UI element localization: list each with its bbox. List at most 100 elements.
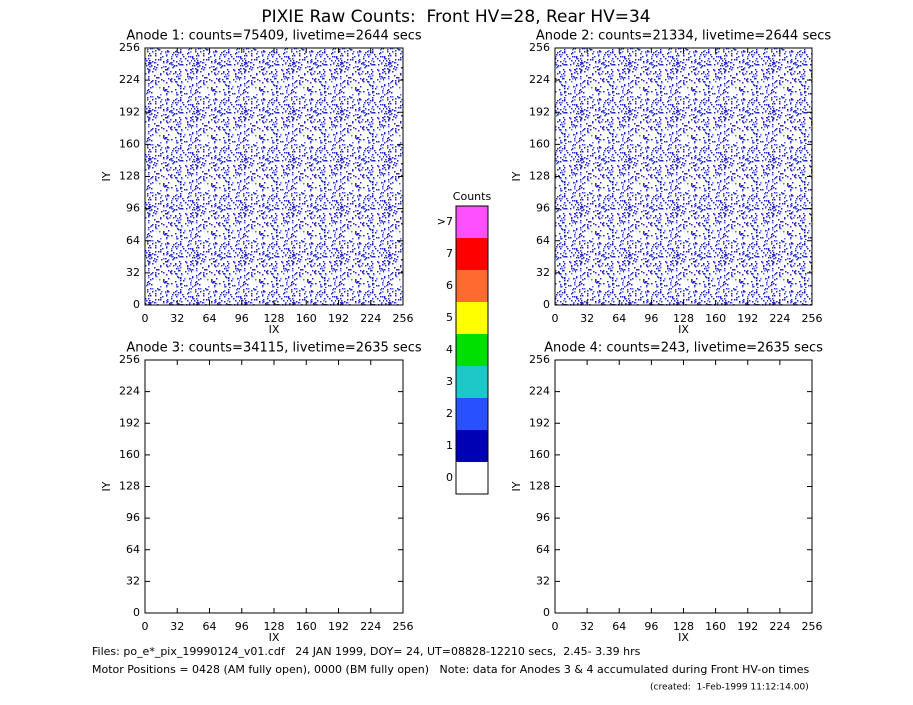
footer-note: (created: 1-Feb-1999 11:12:14.00) [650, 683, 809, 693]
x-tick-label: 32 [580, 620, 594, 633]
y-tick-label: 192 [529, 416, 550, 429]
x-tick-label: 224 [769, 620, 790, 633]
y-tick-label: 160 [529, 448, 550, 461]
y-tick-label: 224 [529, 385, 550, 398]
colorbar-label: 0 [446, 471, 453, 484]
x-tick-label: 128 [264, 312, 285, 325]
y-tick-label: 192 [529, 105, 550, 118]
x-tick-label: 96 [235, 312, 249, 325]
y-tick-label: 192 [119, 105, 140, 118]
x-tick-label: 192 [328, 620, 349, 633]
colorbar-label: 5 [446, 311, 453, 324]
y-tick-label: 224 [119, 385, 140, 398]
x-tick-label: 256 [802, 312, 823, 325]
colorbar-label: >7 [437, 215, 453, 228]
y-tick-label: 128 [529, 480, 550, 493]
x-tick-label: 192 [737, 312, 758, 325]
y-tick-label: 160 [529, 137, 550, 150]
colorbar-frame [455, 205, 489, 495]
x-tick-label: 32 [170, 312, 184, 325]
y-axis-label: IY [510, 171, 523, 181]
x-tick-label: 192 [737, 620, 758, 633]
x-tick-label: 256 [393, 620, 414, 633]
y-tick-label: 32 [536, 574, 550, 587]
x-tick-label: 256 [802, 620, 823, 633]
panel-title: Anode 1: counts=75409, livetime=2644 sec… [126, 29, 422, 44]
count-texture [555, 48, 812, 305]
x-tick-label: 64 [203, 312, 217, 325]
y-tick-label: 0 [133, 606, 140, 619]
x-tick-label: 224 [360, 312, 381, 325]
plot-frame [144, 359, 404, 614]
y-tick-label: 64 [536, 543, 550, 556]
y-tick-label: 96 [126, 511, 140, 524]
y-tick-label: 128 [119, 480, 140, 493]
x-tick-label: 192 [328, 312, 349, 325]
y-tick-label: 0 [543, 298, 550, 311]
x-tick-label: 256 [393, 312, 414, 325]
x-tick-label: 160 [296, 620, 317, 633]
x-tick-label: 96 [644, 620, 658, 633]
color-swatch [456, 430, 488, 462]
colorbar-label: 3 [446, 375, 453, 388]
color-swatch [456, 302, 488, 334]
color-swatch [456, 206, 488, 238]
y-tick-label: 96 [126, 202, 140, 215]
y-tick-label: 96 [536, 202, 550, 215]
x-tick-label: 160 [296, 312, 317, 325]
x-tick-label: 160 [705, 312, 726, 325]
x-tick-label: 128 [673, 312, 694, 325]
y-tick-label: 256 [119, 353, 140, 366]
color-swatch [456, 238, 488, 270]
x-tick-label: 0 [142, 620, 149, 633]
x-tick-label: 0 [142, 312, 149, 325]
x-tick-label: 160 [705, 620, 726, 633]
colorbar-label: 6 [446, 279, 453, 292]
color-swatch [456, 334, 488, 366]
colorbar-label: 2 [446, 407, 453, 420]
x-tick-label: 64 [612, 620, 626, 633]
color-swatch [456, 398, 488, 430]
x-tick-label: 32 [580, 312, 594, 325]
panel-title: Anode 3: counts=34115, livetime=2635 sec… [126, 341, 422, 356]
y-tick-label: 96 [536, 511, 550, 524]
y-axis-label: IY [100, 171, 113, 181]
y-tick-label: 160 [119, 137, 140, 150]
y-tick-label: 128 [119, 170, 140, 183]
count-texture [145, 48, 403, 305]
x-axis-label: IX [678, 323, 689, 336]
color-swatch [456, 270, 488, 302]
y-tick-label: 0 [543, 606, 550, 619]
y-tick-label: 224 [529, 73, 550, 86]
footer-note: Files: po_e*_pix_19990124_v01.cdf 24 JAN… [92, 645, 641, 658]
x-axis-label: IX [269, 631, 280, 644]
y-tick-label: 32 [126, 574, 140, 587]
y-tick-label: 256 [119, 41, 140, 54]
x-axis-label: IX [269, 323, 280, 336]
x-tick-label: 0 [552, 620, 559, 633]
x-tick-label: 128 [673, 620, 694, 633]
plot-frame [554, 359, 813, 614]
panel-title: Anode 2: counts=21334, livetime=2644 sec… [536, 29, 832, 44]
figure-title: PIXIE Raw Counts: Front HV=28, Rear HV=3… [261, 7, 650, 27]
x-tick-label: 0 [552, 312, 559, 325]
colorbar-label: 1 [446, 439, 453, 452]
y-tick-label: 64 [536, 234, 550, 247]
x-tick-label: 64 [612, 312, 626, 325]
y-tick-label: 128 [529, 170, 550, 183]
x-tick-label: 64 [203, 620, 217, 633]
x-tick-label: 96 [644, 312, 658, 325]
y-tick-label: 32 [126, 266, 140, 279]
y-tick-label: 160 [119, 448, 140, 461]
y-axis-label: IY [510, 481, 523, 491]
footer-note: Motor Positions = 0428 (AM fully open), … [92, 663, 809, 676]
x-tick-label: 224 [360, 620, 381, 633]
y-tick-label: 256 [529, 41, 550, 54]
x-tick-label: 224 [769, 312, 790, 325]
y-tick-label: 64 [126, 543, 140, 556]
y-tick-label: 32 [536, 266, 550, 279]
color-swatch [456, 366, 488, 398]
y-tick-label: 224 [119, 73, 140, 86]
colorbar-title: Counts [453, 190, 492, 203]
